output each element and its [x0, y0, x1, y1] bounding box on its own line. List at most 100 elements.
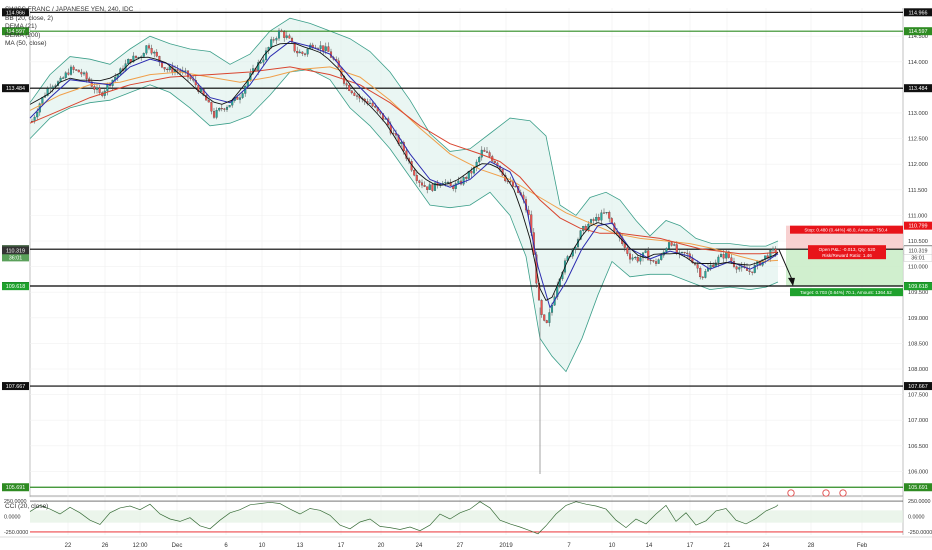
left-badge-1	[2, 253, 29, 262]
candle-body	[62, 77, 65, 79]
candle-body	[545, 320, 548, 323]
left-badge-text-3: 109.618	[6, 284, 26, 290]
axis-badge-text-3: 110.319	[908, 248, 927, 254]
candle-body	[168, 66, 171, 71]
indicator-bb[interactable]: BB (20, close, 2)	[5, 14, 54, 22]
time-tick-label: 22	[65, 543, 72, 549]
candle-body	[319, 45, 322, 49]
rr-label-text: Risk/Reward Ratio: 1.46	[822, 253, 872, 258]
candle-body	[543, 314, 546, 321]
level-badge-right-1	[904, 27, 932, 36]
candle-body	[748, 270, 751, 273]
indicator-dema21[interactable]: DEMA (21)	[5, 23, 37, 31]
candle-body	[597, 217, 600, 221]
candle-body	[184, 70, 187, 72]
candle-body	[106, 83, 109, 92]
candle-body	[98, 87, 101, 93]
candle-body	[355, 95, 359, 97]
candle-body	[717, 256, 720, 263]
cci-tick-label: -250.0000	[908, 530, 932, 536]
price-tick-label: 112.500	[908, 137, 928, 143]
candle-body	[82, 72, 86, 75]
cci-title[interactable]: CCI (20, close)	[5, 503, 49, 510]
symbol-title: SWISS FRANC / JAPANESE YEN, 240, IDC	[5, 6, 134, 13]
level-badge-right-5	[904, 382, 932, 391]
candle-body	[262, 59, 265, 63]
candle-body	[212, 111, 216, 118]
candle-body	[675, 244, 678, 254]
candle-body	[238, 97, 242, 100]
level-badge-left-5	[2, 382, 29, 391]
candle-body	[509, 181, 512, 183]
candle-body	[699, 268, 702, 278]
candle-body	[449, 181, 452, 186]
candle-body	[493, 161, 496, 164]
level-badge-left-text-6: 105.691	[6, 485, 26, 491]
target-label-bg	[790, 288, 903, 297]
candle-body	[46, 88, 49, 96]
stop-label-bg	[790, 225, 903, 234]
ma50-line	[29, 66, 779, 263]
candle-body	[431, 184, 434, 191]
time-tick-label: 14	[646, 543, 653, 549]
level-badge-right-text-5: 107.667	[908, 384, 928, 390]
time-tick-label: 7	[567, 543, 571, 549]
candle-body	[727, 251, 730, 258]
candle-body	[413, 170, 416, 176]
bb-upper-line	[29, 17, 779, 247]
level-badge-left-text-0: 114.966	[6, 10, 25, 16]
axis-badge-3	[903, 246, 932, 255]
candle-body	[272, 39, 275, 41]
candle-body	[215, 109, 218, 118]
legend: SWISS FRANC / JAPANESE YEN, 240, IDC BB …	[5, 6, 133, 49]
price-tick-label: 112.000	[908, 162, 928, 168]
candle-body	[719, 254, 723, 258]
time-tick-label: 26	[102, 543, 109, 549]
level-badge-left-1	[2, 27, 29, 36]
candle-body	[348, 85, 351, 91]
candle-body	[306, 48, 309, 55]
candle-body	[467, 170, 470, 179]
candle-body	[415, 175, 418, 181]
price-tick-label: 110.500	[908, 239, 928, 245]
candle-body	[368, 102, 372, 104]
candle-body	[485, 151, 489, 153]
cci-tick-label: 250.0000	[908, 499, 930, 505]
candle-body	[264, 50, 268, 60]
candle-body	[444, 182, 447, 184]
level-badge-right-text-2: 113.484	[908, 86, 927, 92]
candle-body	[670, 242, 673, 246]
candle-body	[69, 66, 73, 75]
axis-badge-text-0: 110.799	[908, 224, 927, 230]
projection-arrow-line	[778, 249, 793, 280]
candle-body	[457, 180, 460, 184]
level-badge-right-text-1: 114.597	[908, 29, 927, 35]
candle-body	[371, 102, 374, 107]
candle-body	[80, 71, 83, 75]
candle-body	[454, 183, 457, 189]
indicator-ma50[interactable]: MA (50, close)	[5, 40, 47, 48]
price-tick-label: 111.500	[908, 188, 927, 194]
candle-body	[324, 46, 327, 51]
left-badge-text-2: 110.319	[6, 248, 25, 254]
time-tick-label: 17	[338, 543, 345, 549]
left-badge-text-1: 36:01	[9, 255, 23, 261]
candle-body	[72, 66, 75, 70]
projection-arrow-head	[788, 277, 795, 287]
candle-body	[696, 264, 699, 269]
candle-body	[423, 185, 426, 187]
time-tick-label: 24	[416, 543, 423, 549]
price-tick-label: 111.000	[908, 213, 927, 219]
indicator-dema200[interactable]: DEMA (200)	[5, 31, 41, 39]
axis-badge-text-4: 109.618	[908, 284, 928, 290]
candle-body	[639, 257, 642, 262]
price-tick-label: 109.500	[908, 290, 928, 296]
candle-body	[595, 217, 598, 221]
candle-body	[602, 212, 606, 214]
candle-body	[636, 257, 639, 262]
stop-label-text: Stop: 0.480 (0.44%) 48.0, Amount: 750.4	[804, 228, 888, 233]
candle-body	[345, 83, 348, 86]
candle-body	[462, 177, 465, 185]
candle-body	[608, 212, 611, 219]
